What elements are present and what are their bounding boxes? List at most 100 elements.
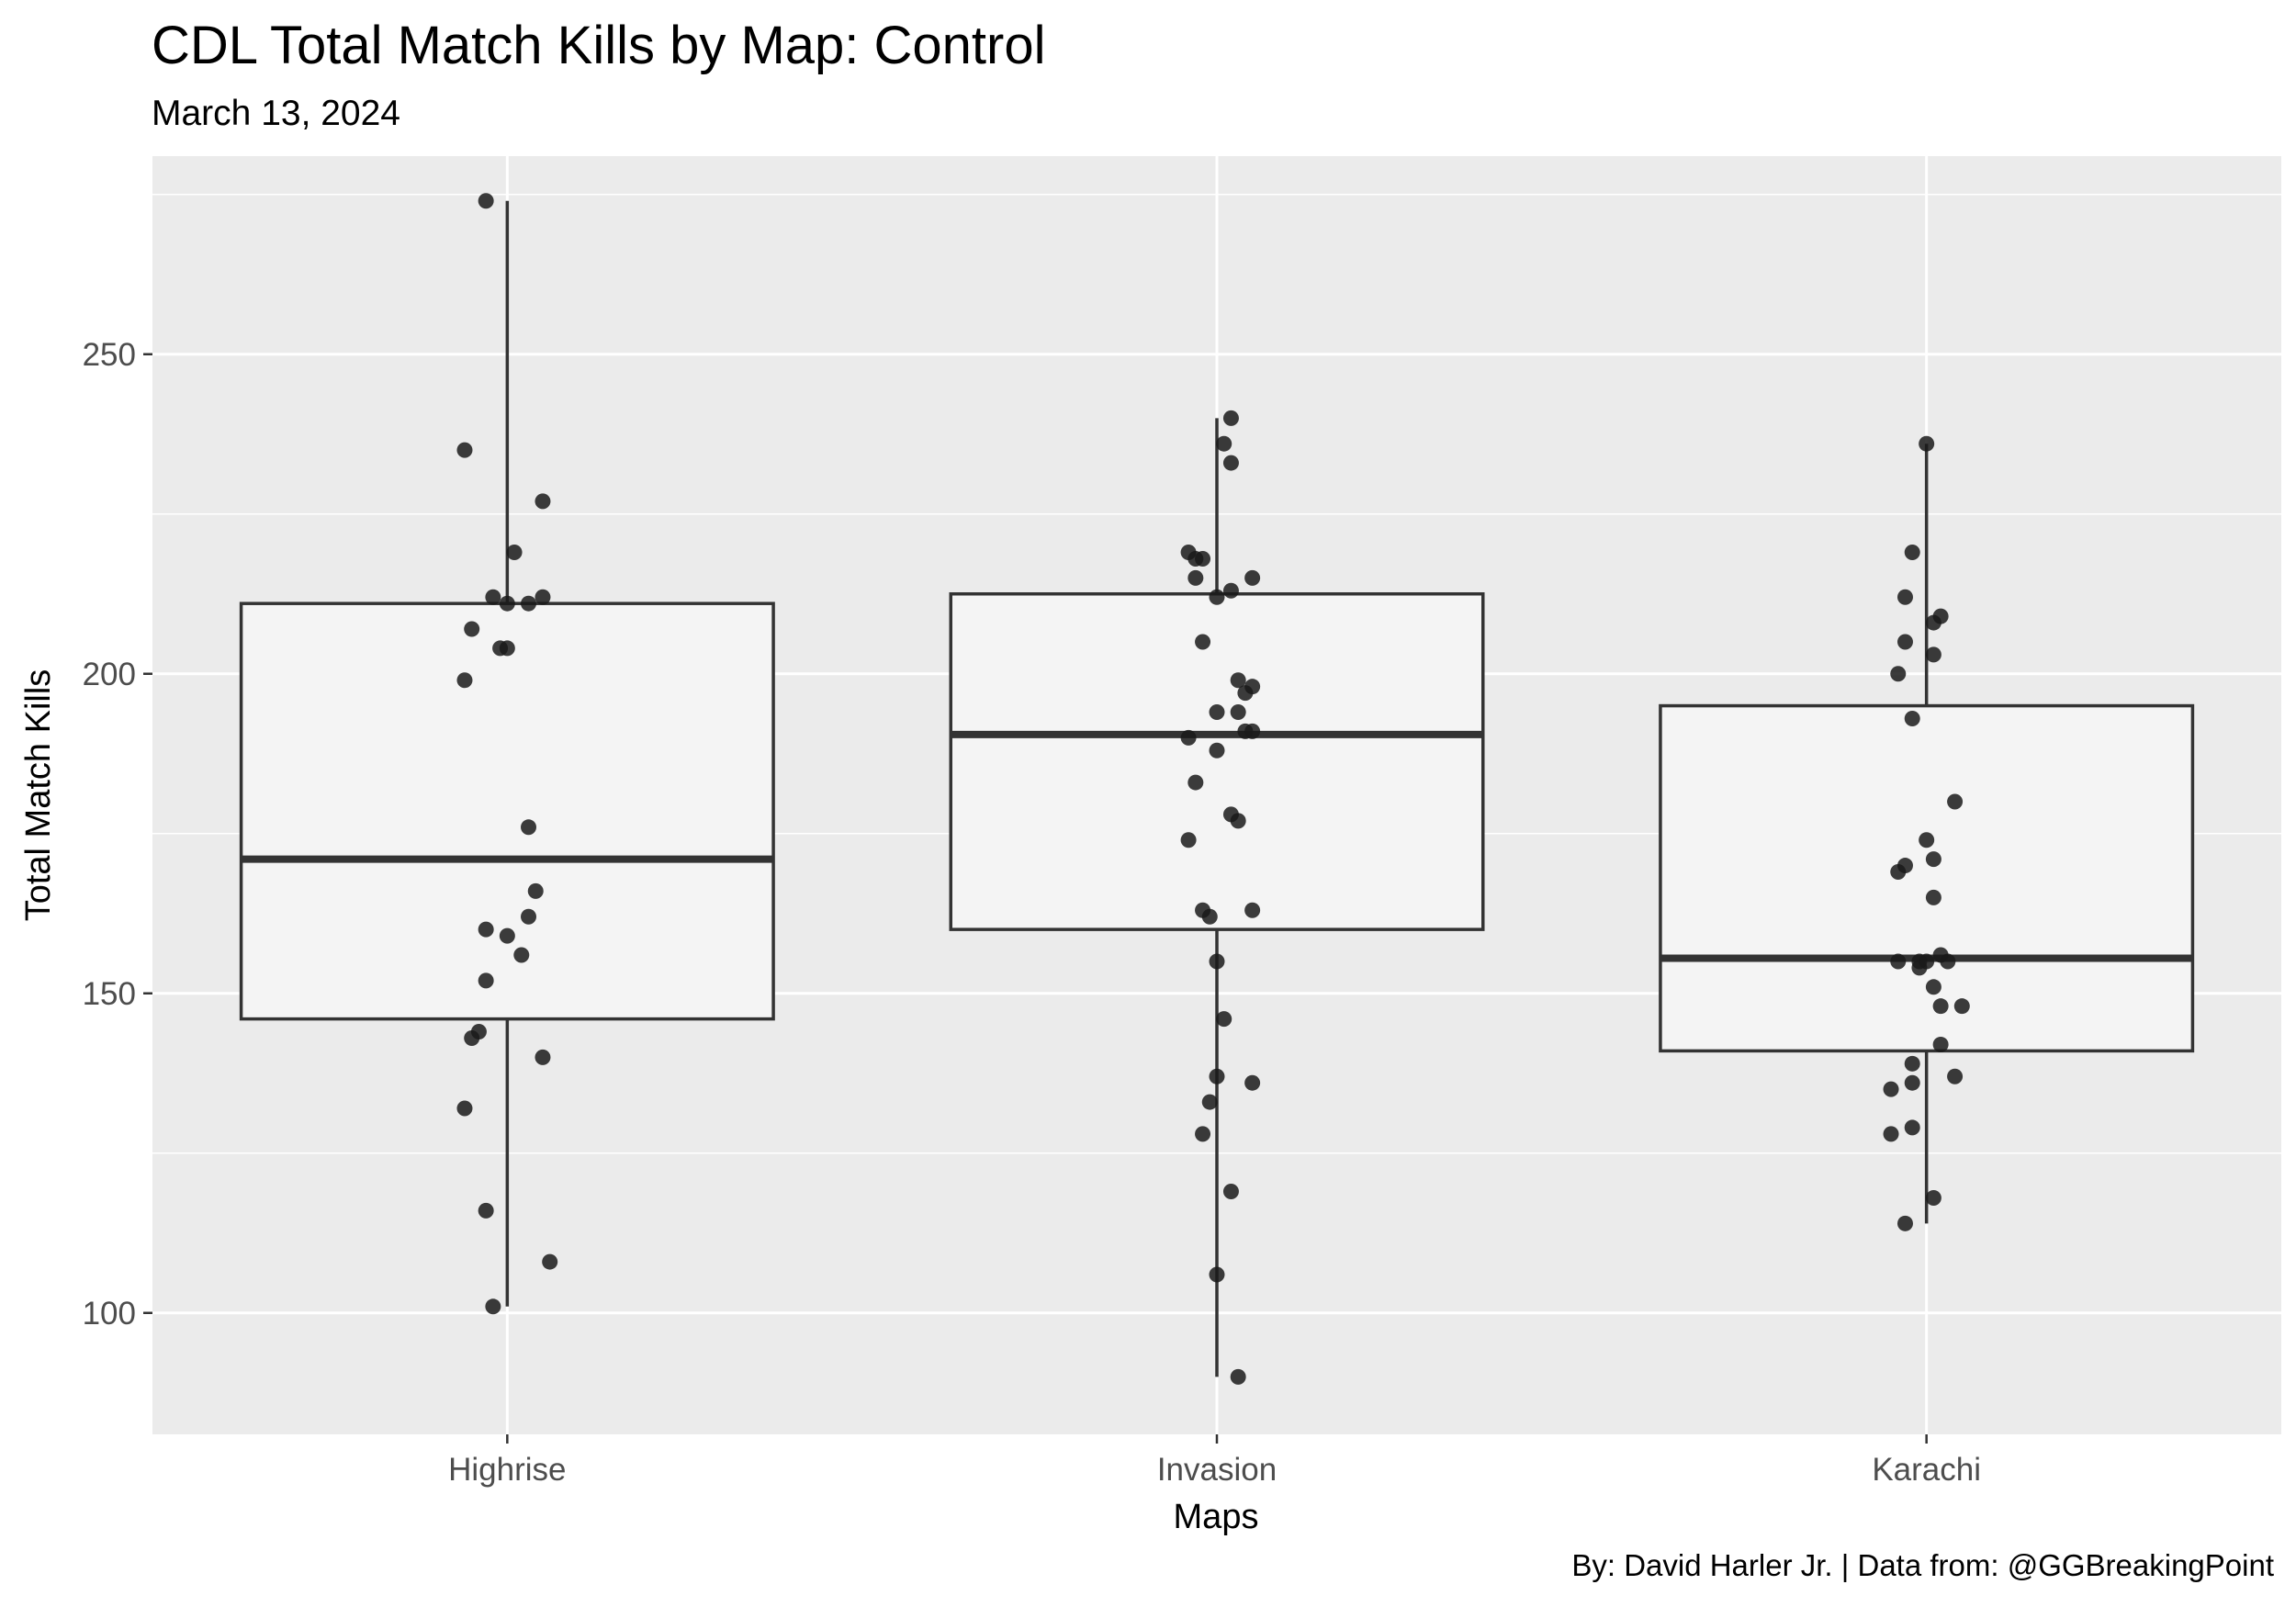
- data-point: [535, 493, 551, 510]
- data-point: [485, 589, 501, 605]
- data-point: [456, 1100, 473, 1117]
- y-tick-label: 100: [83, 1296, 136, 1332]
- data-point: [1230, 1368, 1246, 1385]
- data-point: [1904, 1055, 1920, 1072]
- data-point: [1209, 742, 1225, 759]
- data-point: [1187, 774, 1204, 791]
- x-tick-label: Karachi: [1872, 1452, 1981, 1488]
- data-point: [478, 193, 494, 209]
- data-point: [1919, 435, 1935, 452]
- data-point: [1940, 953, 1956, 970]
- data-point: [1890, 666, 1907, 682]
- interquartile-box: [239, 601, 775, 1021]
- data-point: [1222, 410, 1239, 426]
- data-point: [1896, 1215, 1913, 1231]
- data-point: [1953, 998, 1970, 1015]
- data-point: [1932, 998, 1949, 1015]
- data-point: [1925, 979, 1941, 995]
- y-axis-label: Total Match Kills: [19, 669, 58, 922]
- data-point: [1925, 646, 1941, 663]
- data-point: [1925, 889, 1941, 905]
- data-point: [1209, 704, 1225, 721]
- data-point: [1919, 832, 1935, 848]
- data-point: [1890, 864, 1907, 881]
- y-tick-label: 250: [83, 337, 136, 373]
- data-point: [499, 595, 515, 612]
- data-point: [521, 819, 537, 836]
- data-point: [1883, 1081, 1899, 1097]
- data-point: [1230, 704, 1246, 721]
- axes: 100 150 200 250 Highrise Invasion Karachi: [83, 337, 1981, 1488]
- data-point: [1244, 902, 1261, 918]
- data-point: [1244, 569, 1261, 586]
- data-point: [1222, 455, 1239, 471]
- data-point: [478, 972, 494, 989]
- data-point: [1890, 953, 1907, 970]
- data-point: [1911, 960, 1928, 976]
- data-point: [521, 595, 537, 612]
- data-point: [1180, 729, 1197, 746]
- data-point: [535, 589, 551, 605]
- x-tick-label: Highrise: [448, 1452, 566, 1488]
- data-point: [1230, 672, 1246, 689]
- data-point: [1904, 710, 1920, 726]
- data-point: [1925, 614, 1941, 631]
- data-point: [1925, 1189, 1941, 1206]
- data-point: [1896, 634, 1913, 650]
- data-point: [1230, 813, 1246, 829]
- data-points: [456, 193, 1970, 1385]
- box-highrise: [239, 200, 775, 1307]
- data-point: [478, 1202, 494, 1219]
- chart-title: CDL Total Match Kills by Map: Control: [152, 16, 1046, 75]
- data-point: [1195, 634, 1211, 650]
- data-point: [485, 1298, 501, 1315]
- data-point: [1209, 1266, 1225, 1283]
- chart-caption: By: David Harler Jr. | Data from: @GGBre…: [1571, 1548, 2274, 1582]
- data-point: [1201, 1094, 1218, 1110]
- data-point: [1932, 1036, 1949, 1052]
- data-point: [478, 921, 494, 938]
- y-tick-label: 150: [83, 976, 136, 1012]
- boxes: [239, 200, 2195, 1377]
- box-karachi: [1659, 444, 2195, 1224]
- data-point: [1883, 1126, 1899, 1142]
- interquartile-box: [1659, 703, 2195, 1053]
- data-point: [1222, 1184, 1239, 1200]
- data-point: [1209, 1068, 1225, 1084]
- data-point: [1216, 435, 1232, 452]
- data-point: [499, 927, 515, 944]
- x-tick-label: Invasion: [1157, 1452, 1277, 1488]
- data-point: [1180, 832, 1197, 848]
- data-point: [1904, 545, 1920, 561]
- interquartile-box: [949, 592, 1485, 931]
- data-point: [513, 947, 530, 963]
- chart-subtitle: March 13, 2024: [152, 94, 401, 133]
- data-point: [1222, 582, 1239, 599]
- data-point: [1244, 723, 1261, 739]
- data-point: [1947, 793, 1964, 810]
- data-point: [1925, 851, 1941, 868]
- data-point: [499, 640, 515, 657]
- data-point: [1201, 908, 1218, 925]
- data-point: [1209, 953, 1225, 970]
- x-axis-label: Maps: [1174, 1498, 1259, 1536]
- data-point: [506, 545, 523, 561]
- y-tick-label: 200: [83, 657, 136, 692]
- data-point: [521, 908, 537, 925]
- data-point: [527, 882, 544, 899]
- data-point: [464, 621, 480, 637]
- box-invasion: [949, 418, 1485, 1377]
- data-point: [535, 1049, 551, 1065]
- data-point: [1187, 569, 1204, 586]
- data-point: [1896, 589, 1913, 605]
- data-point: [456, 442, 473, 458]
- data-point: [1947, 1068, 1964, 1084]
- data-point: [1904, 1119, 1920, 1136]
- data-point: [1195, 550, 1211, 567]
- data-point: [1216, 1011, 1232, 1028]
- data-point: [1209, 589, 1225, 605]
- data-point: [542, 1253, 558, 1270]
- data-point: [456, 672, 473, 689]
- data-point: [1904, 1074, 1920, 1091]
